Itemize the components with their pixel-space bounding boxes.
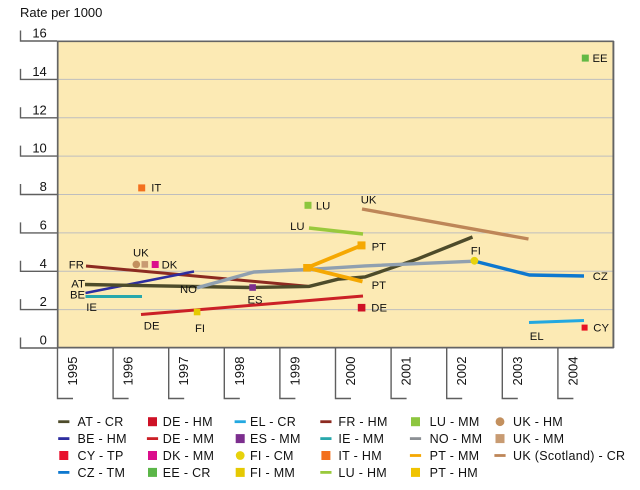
svg-text:DE - MM: DE - MM bbox=[163, 432, 214, 446]
svg-text:IT - HM: IT - HM bbox=[338, 449, 382, 463]
svg-text:1995: 1995 bbox=[65, 357, 80, 386]
svg-text:PT - HM: PT - HM bbox=[430, 466, 478, 480]
svg-text:DE - HM: DE - HM bbox=[163, 415, 213, 429]
svg-text:LU - HM: LU - HM bbox=[338, 466, 387, 480]
svg-text:PT: PT bbox=[372, 241, 387, 253]
svg-text:EL: EL bbox=[530, 331, 544, 343]
svg-text:ES - MM: ES - MM bbox=[250, 432, 301, 446]
svg-text:FI - MM: FI - MM bbox=[250, 466, 295, 480]
svg-text:FI: FI bbox=[195, 323, 205, 335]
svg-text:EE - CR: EE - CR bbox=[163, 466, 211, 480]
svg-text:CZ - TM: CZ - TM bbox=[78, 466, 126, 480]
svg-text:2004: 2004 bbox=[565, 357, 580, 386]
svg-text:NO: NO bbox=[180, 284, 197, 296]
svg-text:UK: UK bbox=[361, 194, 377, 206]
svg-text:IT: IT bbox=[151, 182, 161, 194]
svg-text:DE: DE bbox=[144, 321, 160, 333]
svg-text:ES: ES bbox=[248, 295, 264, 307]
svg-text:1999: 1999 bbox=[287, 357, 302, 386]
svg-text:LU - MM: LU - MM bbox=[430, 415, 480, 429]
svg-text:2: 2 bbox=[40, 294, 47, 309]
svg-text:6: 6 bbox=[40, 217, 47, 232]
svg-text:LU: LU bbox=[290, 221, 304, 233]
svg-text:BE - HM: BE - HM bbox=[78, 432, 127, 446]
svg-text:10: 10 bbox=[32, 141, 46, 156]
svg-text:16: 16 bbox=[32, 26, 46, 41]
svg-text:DE: DE bbox=[371, 302, 387, 314]
svg-text:12: 12 bbox=[32, 102, 46, 117]
svg-text:IE: IE bbox=[86, 302, 97, 314]
svg-text:2000: 2000 bbox=[343, 357, 358, 386]
svg-text:FR - HM: FR - HM bbox=[338, 415, 387, 429]
svg-text:UK (Scotland) - CR: UK (Scotland) - CR bbox=[513, 449, 625, 463]
svg-text:UK - MM: UK - MM bbox=[513, 432, 564, 446]
svg-text:CZ: CZ bbox=[593, 271, 608, 283]
svg-text:FR: FR bbox=[69, 260, 84, 272]
svg-text:AT: AT bbox=[71, 278, 85, 290]
svg-text:FI - CM: FI - CM bbox=[250, 449, 294, 463]
svg-text:IE - MM: IE - MM bbox=[338, 432, 384, 446]
svg-text:4: 4 bbox=[40, 256, 47, 271]
svg-text:EE: EE bbox=[593, 53, 609, 65]
svg-text:DK - MM: DK - MM bbox=[163, 449, 214, 463]
svg-text:CY: CY bbox=[593, 322, 609, 334]
svg-text:2003: 2003 bbox=[510, 357, 525, 386]
svg-text:NO - MM: NO - MM bbox=[430, 432, 483, 446]
svg-text:Rate per 1000: Rate per 1000 bbox=[20, 5, 102, 20]
svg-text:LU: LU bbox=[316, 200, 330, 212]
svg-text:CY - TP: CY - TP bbox=[78, 449, 124, 463]
svg-text:2002: 2002 bbox=[454, 357, 469, 386]
svg-text:BE: BE bbox=[70, 290, 86, 302]
svg-text:2001: 2001 bbox=[399, 357, 414, 386]
svg-text:1998: 1998 bbox=[232, 357, 247, 386]
svg-text:PT: PT bbox=[372, 280, 387, 292]
svg-text:14: 14 bbox=[32, 64, 46, 79]
svg-text:0: 0 bbox=[40, 333, 47, 348]
svg-text:UK - HM: UK - HM bbox=[513, 415, 563, 429]
svg-text:UK: UK bbox=[133, 248, 149, 260]
svg-text:PT - MM: PT - MM bbox=[430, 449, 480, 463]
svg-text:DK: DK bbox=[162, 259, 178, 271]
svg-text:1997: 1997 bbox=[176, 357, 191, 386]
svg-text:1996: 1996 bbox=[121, 357, 136, 386]
svg-text:8: 8 bbox=[40, 179, 47, 194]
svg-text:EL - CR: EL - CR bbox=[250, 415, 296, 429]
svg-text:FI: FI bbox=[471, 245, 481, 257]
svg-text:AT - CR: AT - CR bbox=[78, 415, 124, 429]
